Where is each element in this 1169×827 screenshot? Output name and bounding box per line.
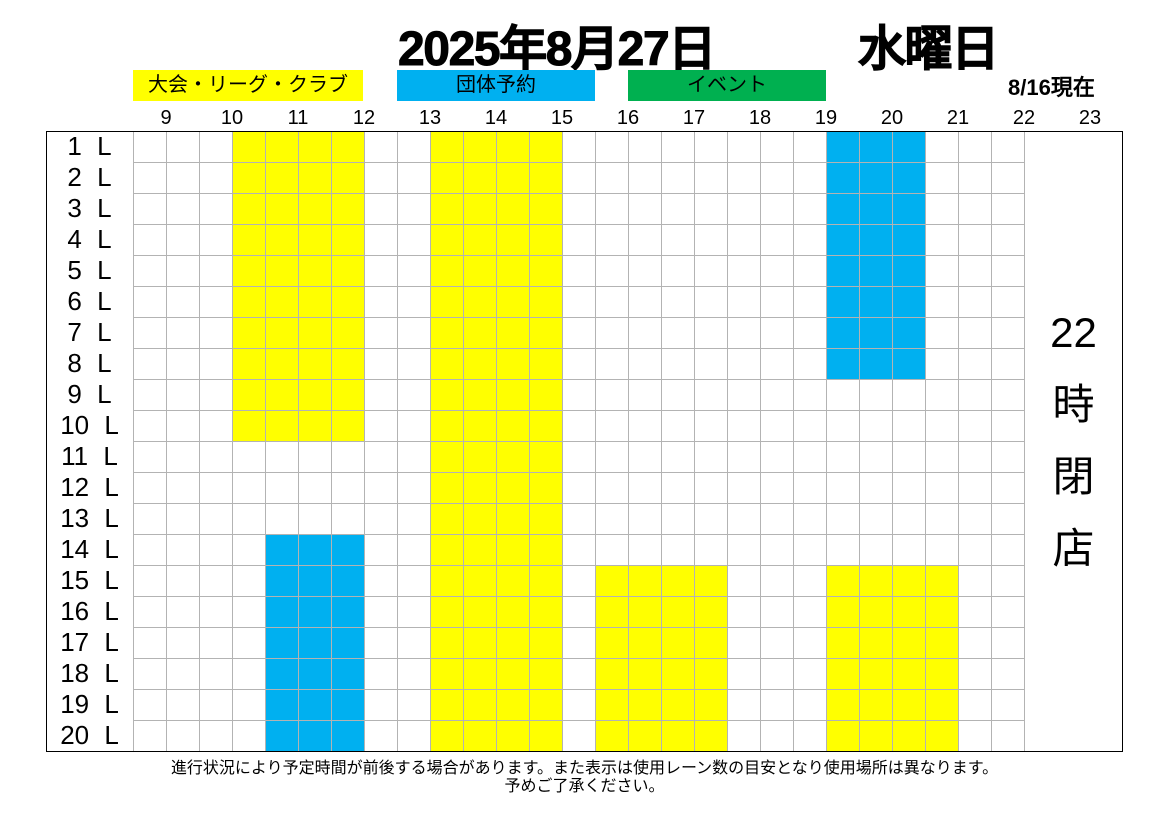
footnote: 進行状況により予定時間が前後する場合があります。また表示は使用レーン数の目安とな… xyxy=(0,760,1169,796)
lane-label: 13 L xyxy=(60,503,119,533)
lane-label: 10 L xyxy=(60,410,119,440)
hour-label: 17 xyxy=(682,107,706,129)
hour-label: 10 xyxy=(220,107,244,129)
closing-notice-char: 閉 xyxy=(1052,453,1095,500)
lane-label: 15 L xyxy=(60,565,119,595)
hour-label: 19 xyxy=(814,107,838,129)
booking-block xyxy=(265,534,364,751)
lane-label: 12 L xyxy=(60,472,119,502)
hour-label: 9 xyxy=(160,107,172,129)
hour-axis: 9 10 11 12 13 14 15 16 17 18 19 20 21 22 23 xyxy=(0,107,1169,129)
legend-label: 団体予約 xyxy=(456,74,536,96)
legend-event: イベント xyxy=(628,70,826,101)
as-of-date: 8/16現在 xyxy=(1008,75,1095,100)
lane-label: 7 L xyxy=(67,317,112,347)
hour-label: 22 xyxy=(1012,107,1036,129)
legend-tournament-league-club: 大会・リーグ・クラブ xyxy=(133,70,363,101)
lane-label: 3 L xyxy=(67,193,112,223)
legend-group-reservation: 団体予約 xyxy=(397,70,595,101)
hour-label: 18 xyxy=(748,107,772,129)
lane-label: 17 L xyxy=(60,627,119,657)
lane-label: 19 L xyxy=(60,689,119,719)
hour-label: 16 xyxy=(616,107,640,129)
legend-label: イベント xyxy=(687,74,767,96)
hour-label: 21 xyxy=(946,107,970,129)
hour-label: 23 xyxy=(1078,107,1102,129)
date-title: 2025年8月27日 xyxy=(398,23,717,76)
lane-label: 5 L xyxy=(67,255,112,285)
lane-label: 1 L xyxy=(67,131,112,161)
lane-label: 11 L xyxy=(61,441,118,471)
footnote-line-1: 進行状況により予定時間が前後する場合があります。また表示は使用レーン数の目安とな… xyxy=(170,760,999,777)
lane-label: 18 L xyxy=(60,658,119,688)
weekday-title: 水曜日 xyxy=(858,23,1000,76)
lane-label: 20 L xyxy=(60,720,119,750)
hour-label: 20 xyxy=(880,107,904,129)
hour-label: 14 xyxy=(484,107,508,129)
hour-label: 12 xyxy=(352,107,376,129)
closing-time-notice: 22 時 閉 店 xyxy=(1024,131,1123,751)
closing-hour: 22 xyxy=(1050,309,1097,356)
lane-schedule-grid xyxy=(46,131,1123,752)
lane-label: 14 L xyxy=(60,534,119,564)
closing-notice-char: 時 xyxy=(1052,381,1095,428)
grid-border xyxy=(46,131,1123,752)
legend-label: 大会・リーグ・クラブ xyxy=(148,74,348,96)
lane-label: 9 L xyxy=(67,379,112,409)
closing-notice-char: 店 xyxy=(1052,525,1095,572)
hour-label: 11 xyxy=(287,107,309,129)
hour-label: 13 xyxy=(418,107,442,129)
lane-label: 2 L xyxy=(67,162,112,192)
lane-label: 16 L xyxy=(60,596,119,626)
lane-label: 8 L xyxy=(67,348,112,378)
grid-lines xyxy=(133,131,1025,751)
lane-label: 4 L xyxy=(67,224,112,254)
footnote-line-2: 予めご了承ください。 xyxy=(504,778,665,795)
hour-label: 15 xyxy=(550,107,574,129)
lane-label: 6 L xyxy=(67,286,112,316)
